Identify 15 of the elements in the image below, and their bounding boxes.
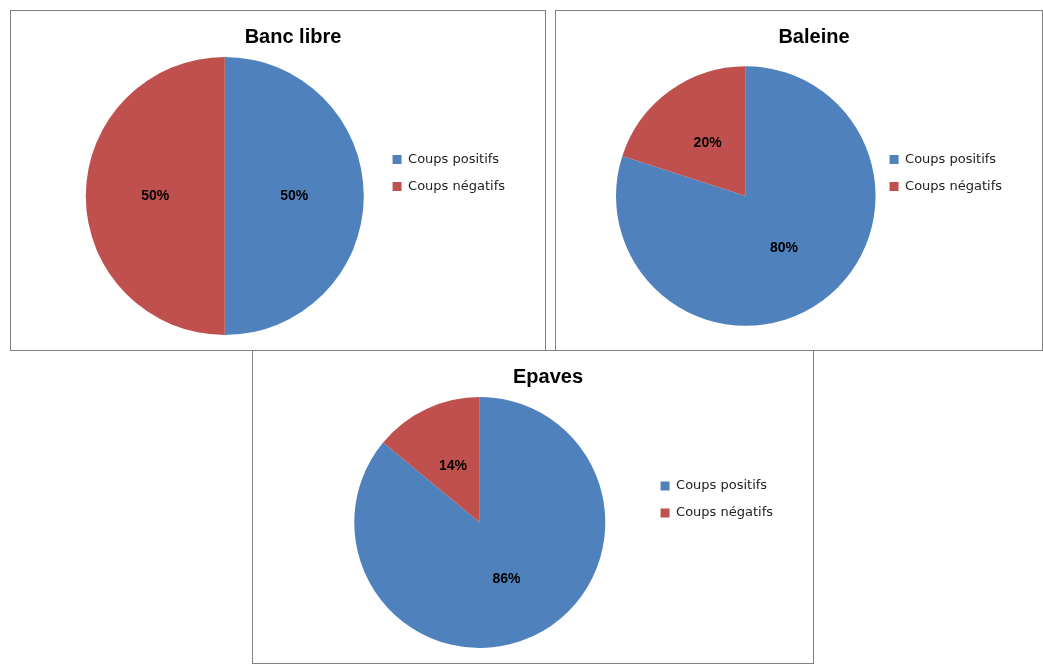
- data-label: 86%: [492, 570, 522, 587]
- legend-label: Coups négatifs: [905, 177, 1003, 193]
- legend-label: Coups positifs: [408, 150, 500, 166]
- chart-title: Epaves: [512, 364, 584, 387]
- legend-label: Coups positifs: [676, 477, 768, 493]
- legend-label: Coups positifs: [905, 150, 997, 166]
- legend-label: Coups négatifs: [408, 177, 506, 193]
- data-label: 20%: [693, 134, 723, 151]
- chart-title: Banc libre: [244, 24, 342, 47]
- data-label: 80%: [769, 239, 799, 256]
- chart-title: Baleine: [778, 24, 850, 47]
- legend-label: Coups négatifs: [676, 504, 774, 520]
- data-label: 50%: [280, 186, 309, 203]
- data-label: 50%: [141, 186, 170, 203]
- data-label: 14%: [439, 456, 468, 473]
